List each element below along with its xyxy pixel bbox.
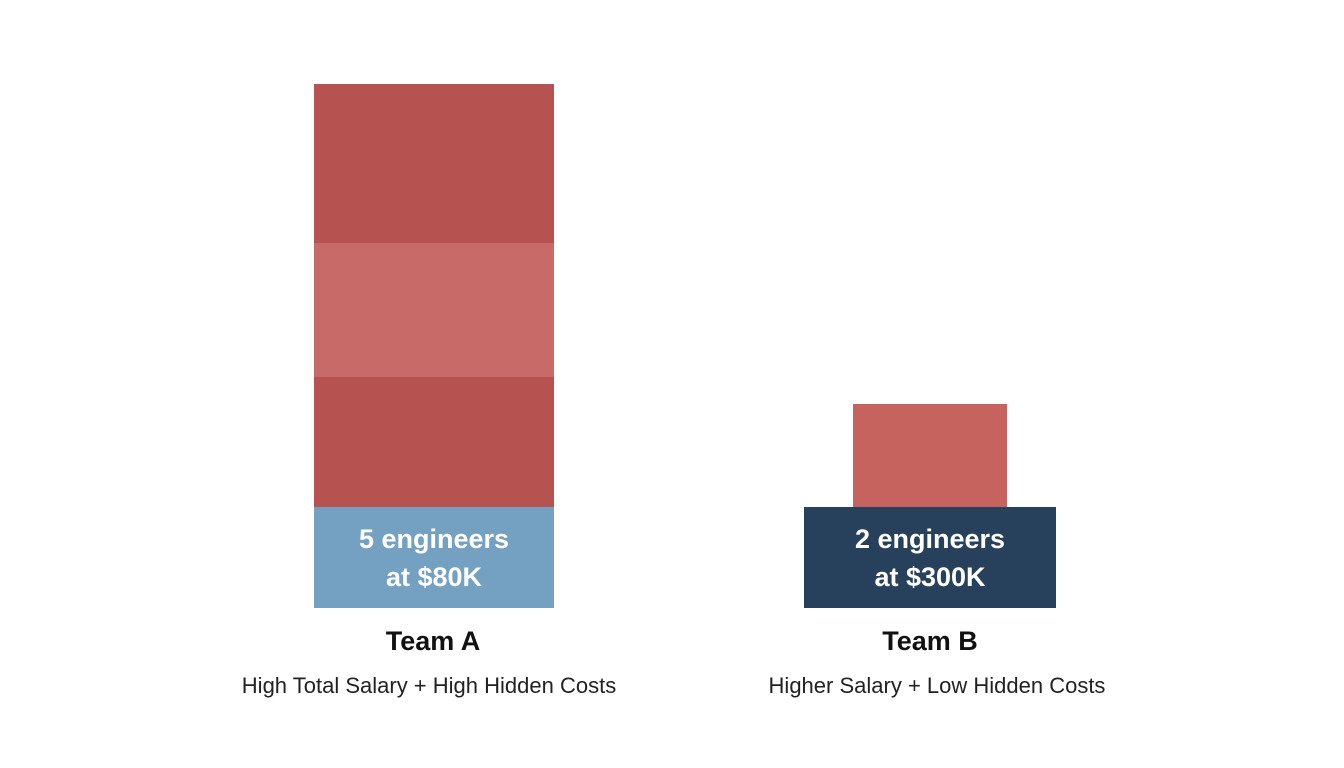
team-a-salary-block: 5 engineers at $80K xyxy=(314,507,554,608)
team-a-hidden-cost-segment-2 xyxy=(314,243,554,377)
team-a-hidden-cost-segment-1 xyxy=(314,84,554,244)
team-a-subtitle: High Total Salary + High Hidden Costs xyxy=(241,673,617,698)
team-a-title: Team A xyxy=(385,626,481,656)
team-b-salary-block: 2 engineers at $300K xyxy=(804,507,1056,608)
team-b-title: Team B xyxy=(882,626,978,656)
team-b-salary-line1: 2 engineers xyxy=(854,523,1006,554)
team-a-salary-line2: at $80K xyxy=(385,561,483,592)
team-a-salary-line1: 5 engineers xyxy=(358,523,510,554)
team-a-hidden-cost-segment-3 xyxy=(314,377,554,507)
team-b-subtitle: Higher Salary + Low Hidden Costs xyxy=(768,673,1106,698)
team-b-hidden-cost-segment xyxy=(853,404,1007,507)
team-b-salary-line2: at $300K xyxy=(874,561,986,592)
